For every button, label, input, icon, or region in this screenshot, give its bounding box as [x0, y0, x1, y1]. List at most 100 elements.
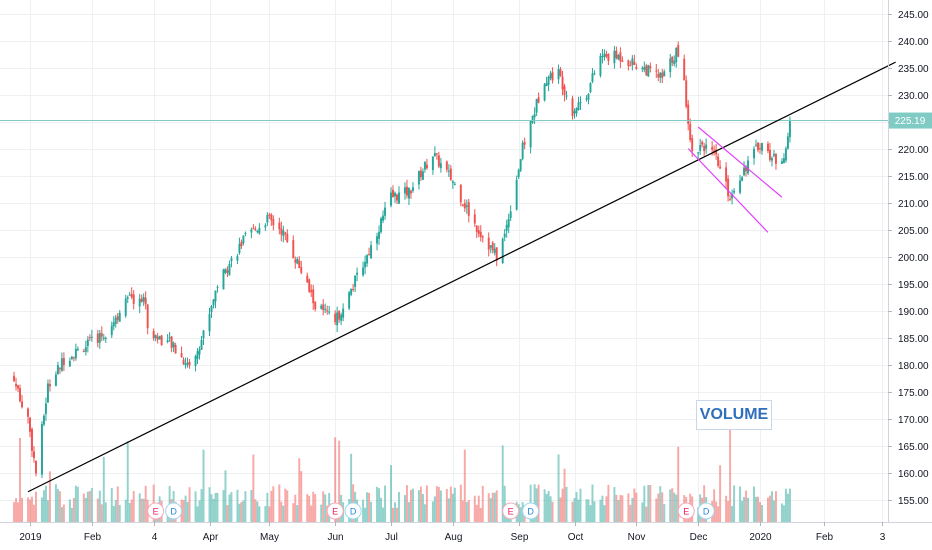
candle-body [491, 242, 494, 251]
candle-body [733, 190, 736, 193]
candle-body [324, 309, 327, 311]
y-tick-label: 180.00 [898, 361, 929, 372]
volume-bar [278, 484, 281, 522]
volume-bar [661, 492, 664, 522]
volume-bar [753, 486, 755, 522]
volume-bar [228, 494, 231, 522]
volume-bar [617, 500, 620, 522]
earnings-event-marker[interactable]: E [147, 502, 165, 520]
candle-body [272, 219, 275, 226]
volume-bar [593, 501, 596, 522]
volume-bar [310, 505, 313, 522]
candle-body [70, 356, 73, 360]
candle-body [599, 55, 602, 76]
candle-body [515, 179, 518, 210]
candle-body [240, 241, 243, 247]
channel-upper-line[interactable] [697, 126, 783, 198]
dividend-event-marker[interactable]: D [165, 502, 183, 520]
candle-body [463, 203, 466, 209]
volume-bar [324, 494, 327, 522]
candle-body [549, 73, 552, 79]
volume-bar [669, 489, 672, 522]
volume-bar [214, 493, 217, 522]
volume-bar [782, 505, 785, 522]
candle-body [683, 58, 686, 81]
candle-body [102, 337, 105, 339]
dividend-event-marker[interactable]: D [344, 502, 362, 520]
candle-body [481, 236, 484, 238]
volume-bar [252, 454, 255, 522]
candle-body [475, 225, 478, 232]
volume-bar [200, 489, 203, 522]
volume-bar [571, 501, 574, 522]
dividend-event-marker[interactable]: D [522, 502, 540, 520]
candle-body [19, 388, 21, 402]
candle-body [649, 66, 652, 69]
candle-body [786, 136, 789, 149]
svg-text:D: D [527, 507, 534, 517]
candle-body [29, 417, 31, 432]
earnings-event-marker[interactable]: E [677, 502, 695, 520]
svg-text:D: D [350, 507, 357, 517]
volume-bar [350, 453, 353, 522]
volume-bar [72, 498, 75, 522]
volume-bar [657, 493, 660, 522]
candle-body [659, 72, 662, 78]
earnings-event-marker[interactable]: E [502, 502, 520, 520]
candle-body [31, 428, 33, 451]
candle-body [184, 363, 187, 366]
candle-body [284, 232, 287, 235]
candle-body [268, 214, 271, 216]
y-tick-label: 165.00 [898, 442, 929, 453]
volume-bar [786, 493, 789, 522]
y-tick-label: 205.00 [898, 226, 929, 237]
candle-body [196, 351, 199, 359]
candle-body [717, 156, 720, 166]
candle-body [423, 161, 426, 170]
candle-body [142, 297, 145, 302]
candle-body [643, 67, 646, 70]
candle-body [501, 238, 504, 264]
candle-body [445, 161, 448, 170]
y-tick-label: 220.00 [898, 145, 929, 156]
candle-body [780, 161, 783, 164]
x-tick-label: Dec [690, 532, 708, 543]
candle-body [759, 148, 761, 150]
volume-bar [579, 488, 582, 522]
dividend-event-marker[interactable]: D [697, 502, 715, 520]
x-tick-label: Sep [511, 532, 529, 543]
volume-bar [433, 496, 436, 522]
candle-body [128, 294, 131, 296]
candle-body [72, 357, 75, 359]
candle-body [258, 227, 261, 234]
candle-body [551, 72, 554, 81]
volume-bar [58, 491, 61, 522]
candle-body [431, 156, 434, 171]
candle-body [198, 349, 201, 355]
volume-bar [60, 507, 63, 522]
candle-body [214, 290, 217, 302]
trendline[interactable] [27, 61, 896, 493]
volume-bar [770, 491, 773, 522]
volume-bar [364, 507, 367, 522]
candle-body [328, 311, 331, 313]
y-tick-label: 160.00 [898, 469, 929, 480]
volume-bar [370, 501, 373, 522]
candle-body [417, 171, 420, 185]
volume-bar [308, 495, 311, 522]
candle-body [40, 424, 43, 475]
volume-bar [407, 502, 410, 522]
x-tick-label: Oct [568, 532, 584, 543]
volume-bar [210, 494, 213, 522]
volume-bar [82, 493, 85, 522]
candle-body [521, 142, 524, 159]
volume-bar [222, 490, 225, 522]
earnings-event-marker[interactable]: E [326, 502, 344, 520]
volume-bar [451, 493, 454, 522]
volume-bar [467, 500, 470, 522]
channel-lower-line[interactable] [687, 148, 769, 233]
svg-text:E: E [332, 507, 338, 517]
svg-text:E: E [153, 507, 159, 517]
candle-body [577, 102, 580, 110]
